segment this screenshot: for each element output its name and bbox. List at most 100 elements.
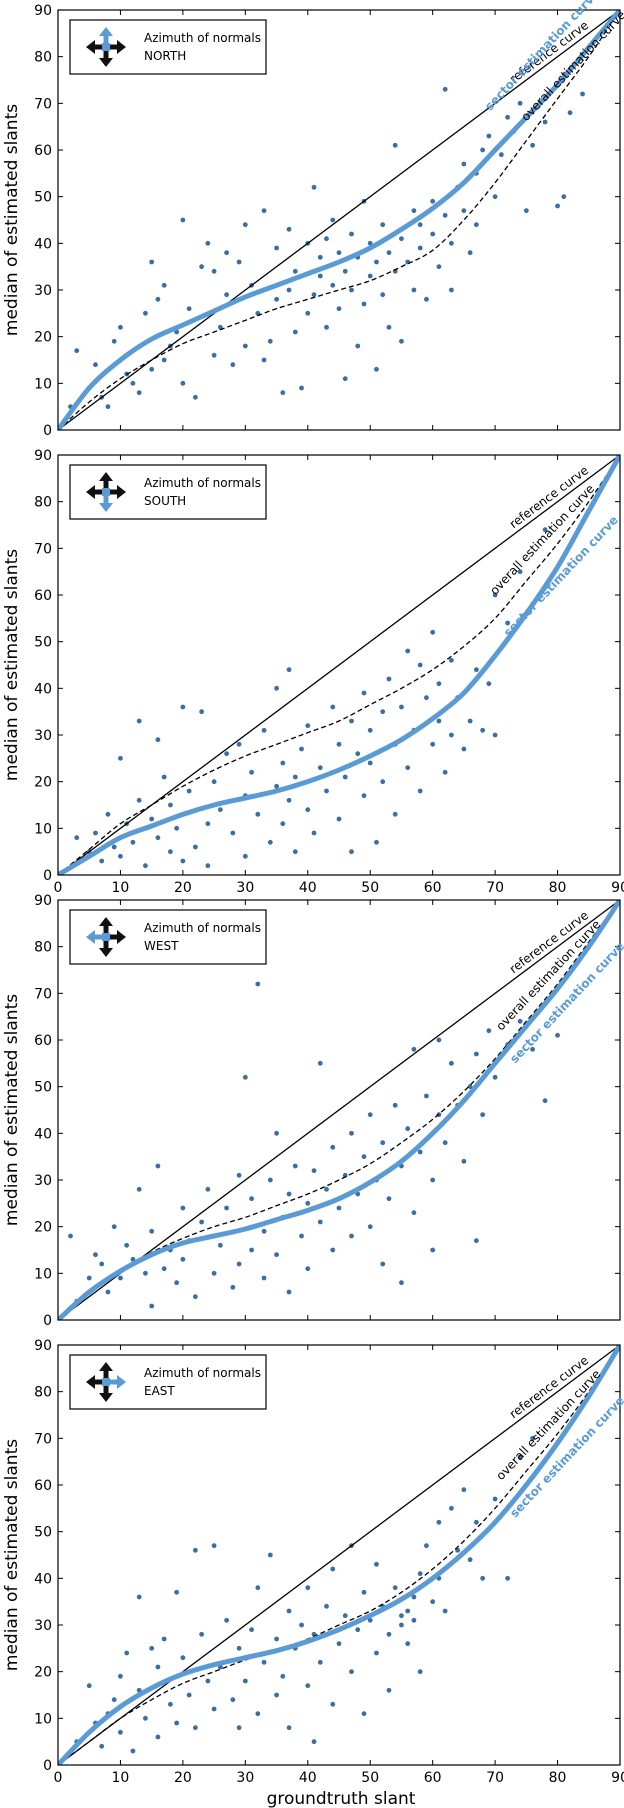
- scatter-point: [330, 1247, 336, 1253]
- arrow-down-icon: [99, 47, 113, 67]
- scatter-point: [442, 769, 448, 775]
- scatter-point: [405, 648, 411, 654]
- scatter-point: [399, 1622, 404, 1628]
- scatter-point: [274, 685, 279, 691]
- scatter-point: [74, 348, 80, 354]
- plot-area: [58, 10, 620, 430]
- scatter-point: [118, 1275, 123, 1281]
- scatter-point: [124, 1242, 130, 1248]
- scatter-point: [392, 1102, 398, 1108]
- scatter-point: [136, 390, 142, 396]
- legend-title: Azimuth of normals: [144, 476, 261, 490]
- plot-frame: [57, 1344, 621, 1766]
- curve-start-marker: [58, 871, 62, 875]
- arrow-right-icon: [106, 485, 126, 499]
- scatter-point: [143, 310, 148, 316]
- scatter-point: [249, 1627, 254, 1633]
- scatter-point: [255, 981, 261, 987]
- scatter-point: [267, 338, 273, 344]
- y-tick-label: 20: [34, 330, 52, 346]
- scatter-point: [324, 788, 329, 794]
- scatter-point: [261, 1228, 267, 1234]
- scatter-point: [392, 142, 398, 148]
- scatter-point: [349, 1130, 354, 1136]
- scatter-point: [299, 1622, 304, 1628]
- scatter-point: [374, 259, 379, 265]
- scatter-point: [180, 704, 186, 710]
- scatter-point: [224, 1617, 230, 1623]
- scatter-point: [236, 1645, 242, 1651]
- scatter-point: [192, 1547, 198, 1553]
- scatter-point: [417, 222, 423, 228]
- scatter-point: [442, 1608, 448, 1614]
- scatter-point: [161, 282, 167, 288]
- y-axis-label: median of estimated slants: [2, 549, 22, 781]
- scatter-point: [111, 844, 117, 850]
- scatter-point: [230, 1284, 236, 1290]
- scatter-point: [561, 194, 567, 200]
- scatter-point: [355, 751, 361, 757]
- reference-curve: [58, 1345, 620, 1765]
- scatter-point: [342, 376, 348, 382]
- scatter-point: [386, 676, 392, 682]
- y-tick-label: 50: [34, 1080, 52, 1096]
- scatter-point: [455, 1547, 461, 1553]
- scatter-point: [280, 821, 286, 827]
- curve-start-marker: [58, 1316, 62, 1320]
- scatter-point: [361, 301, 367, 307]
- scatter-point: [242, 222, 248, 228]
- scatter-point: [149, 366, 155, 372]
- curve-start-marker: [58, 1761, 62, 1765]
- scatter-point: [330, 282, 336, 288]
- scatter-point: [330, 704, 336, 710]
- scatter-point: [149, 1303, 155, 1309]
- scatter-point: [361, 793, 367, 799]
- scatter-point: [111, 1224, 117, 1230]
- curve-end-marker: [616, 1345, 620, 1349]
- scatter-point: [155, 737, 161, 743]
- scatter-point: [249, 1196, 254, 1202]
- y-tick-label: 40: [34, 1571, 52, 1587]
- sector-estimation-curve: [58, 10, 620, 430]
- scatter-point: [517, 1454, 523, 1460]
- y-tick-label: 60: [34, 1033, 52, 1049]
- scatter-point: [417, 788, 423, 794]
- scatter-point: [192, 844, 198, 850]
- scatter-point: [261, 208, 267, 214]
- scatter-point: [498, 152, 504, 158]
- scatter-point: [311, 1739, 317, 1745]
- scatter-point: [199, 264, 205, 270]
- scatter-point: [143, 1270, 148, 1276]
- x-tick-label: 80: [549, 880, 567, 896]
- x-tick-label: 0: [54, 880, 63, 896]
- y-tick-label: 90: [34, 3, 52, 19]
- scatter-point: [436, 264, 442, 270]
- scatter-point: [330, 1566, 336, 1572]
- scatter-point: [118, 324, 123, 330]
- scatter-point: [380, 292, 386, 298]
- scatter-point: [480, 727, 486, 733]
- scatter-point: [324, 1603, 329, 1609]
- scatter-point: [367, 727, 373, 733]
- scatter-point: [199, 1631, 205, 1637]
- scatter-point: [292, 1163, 298, 1169]
- scatter-point: [392, 811, 398, 817]
- scatter-point: [417, 245, 423, 251]
- scatter-point: [311, 292, 317, 298]
- scatter-point: [261, 727, 267, 733]
- scatter-point: [205, 821, 211, 827]
- scatter-point: [99, 1743, 105, 1749]
- scatter-point: [430, 629, 436, 635]
- scatter-point: [424, 1093, 429, 1099]
- chart-panel-north: median of estimated slants 0 10 20 30 40 50 60 7…: [2, 0, 624, 439]
- y-tick-label: 0: [43, 423, 52, 439]
- scatter-point: [305, 310, 311, 316]
- scatter-point: [93, 362, 98, 368]
- y-tick-label: 80: [34, 940, 52, 956]
- y-tick-label: 70: [34, 541, 52, 557]
- scatter-point: [523, 208, 529, 214]
- y-tick-label: 0: [43, 1758, 52, 1774]
- y-tick-label: 30: [34, 1173, 52, 1189]
- y-tick-label: 10: [34, 1266, 52, 1282]
- scatter-point: [286, 287, 292, 293]
